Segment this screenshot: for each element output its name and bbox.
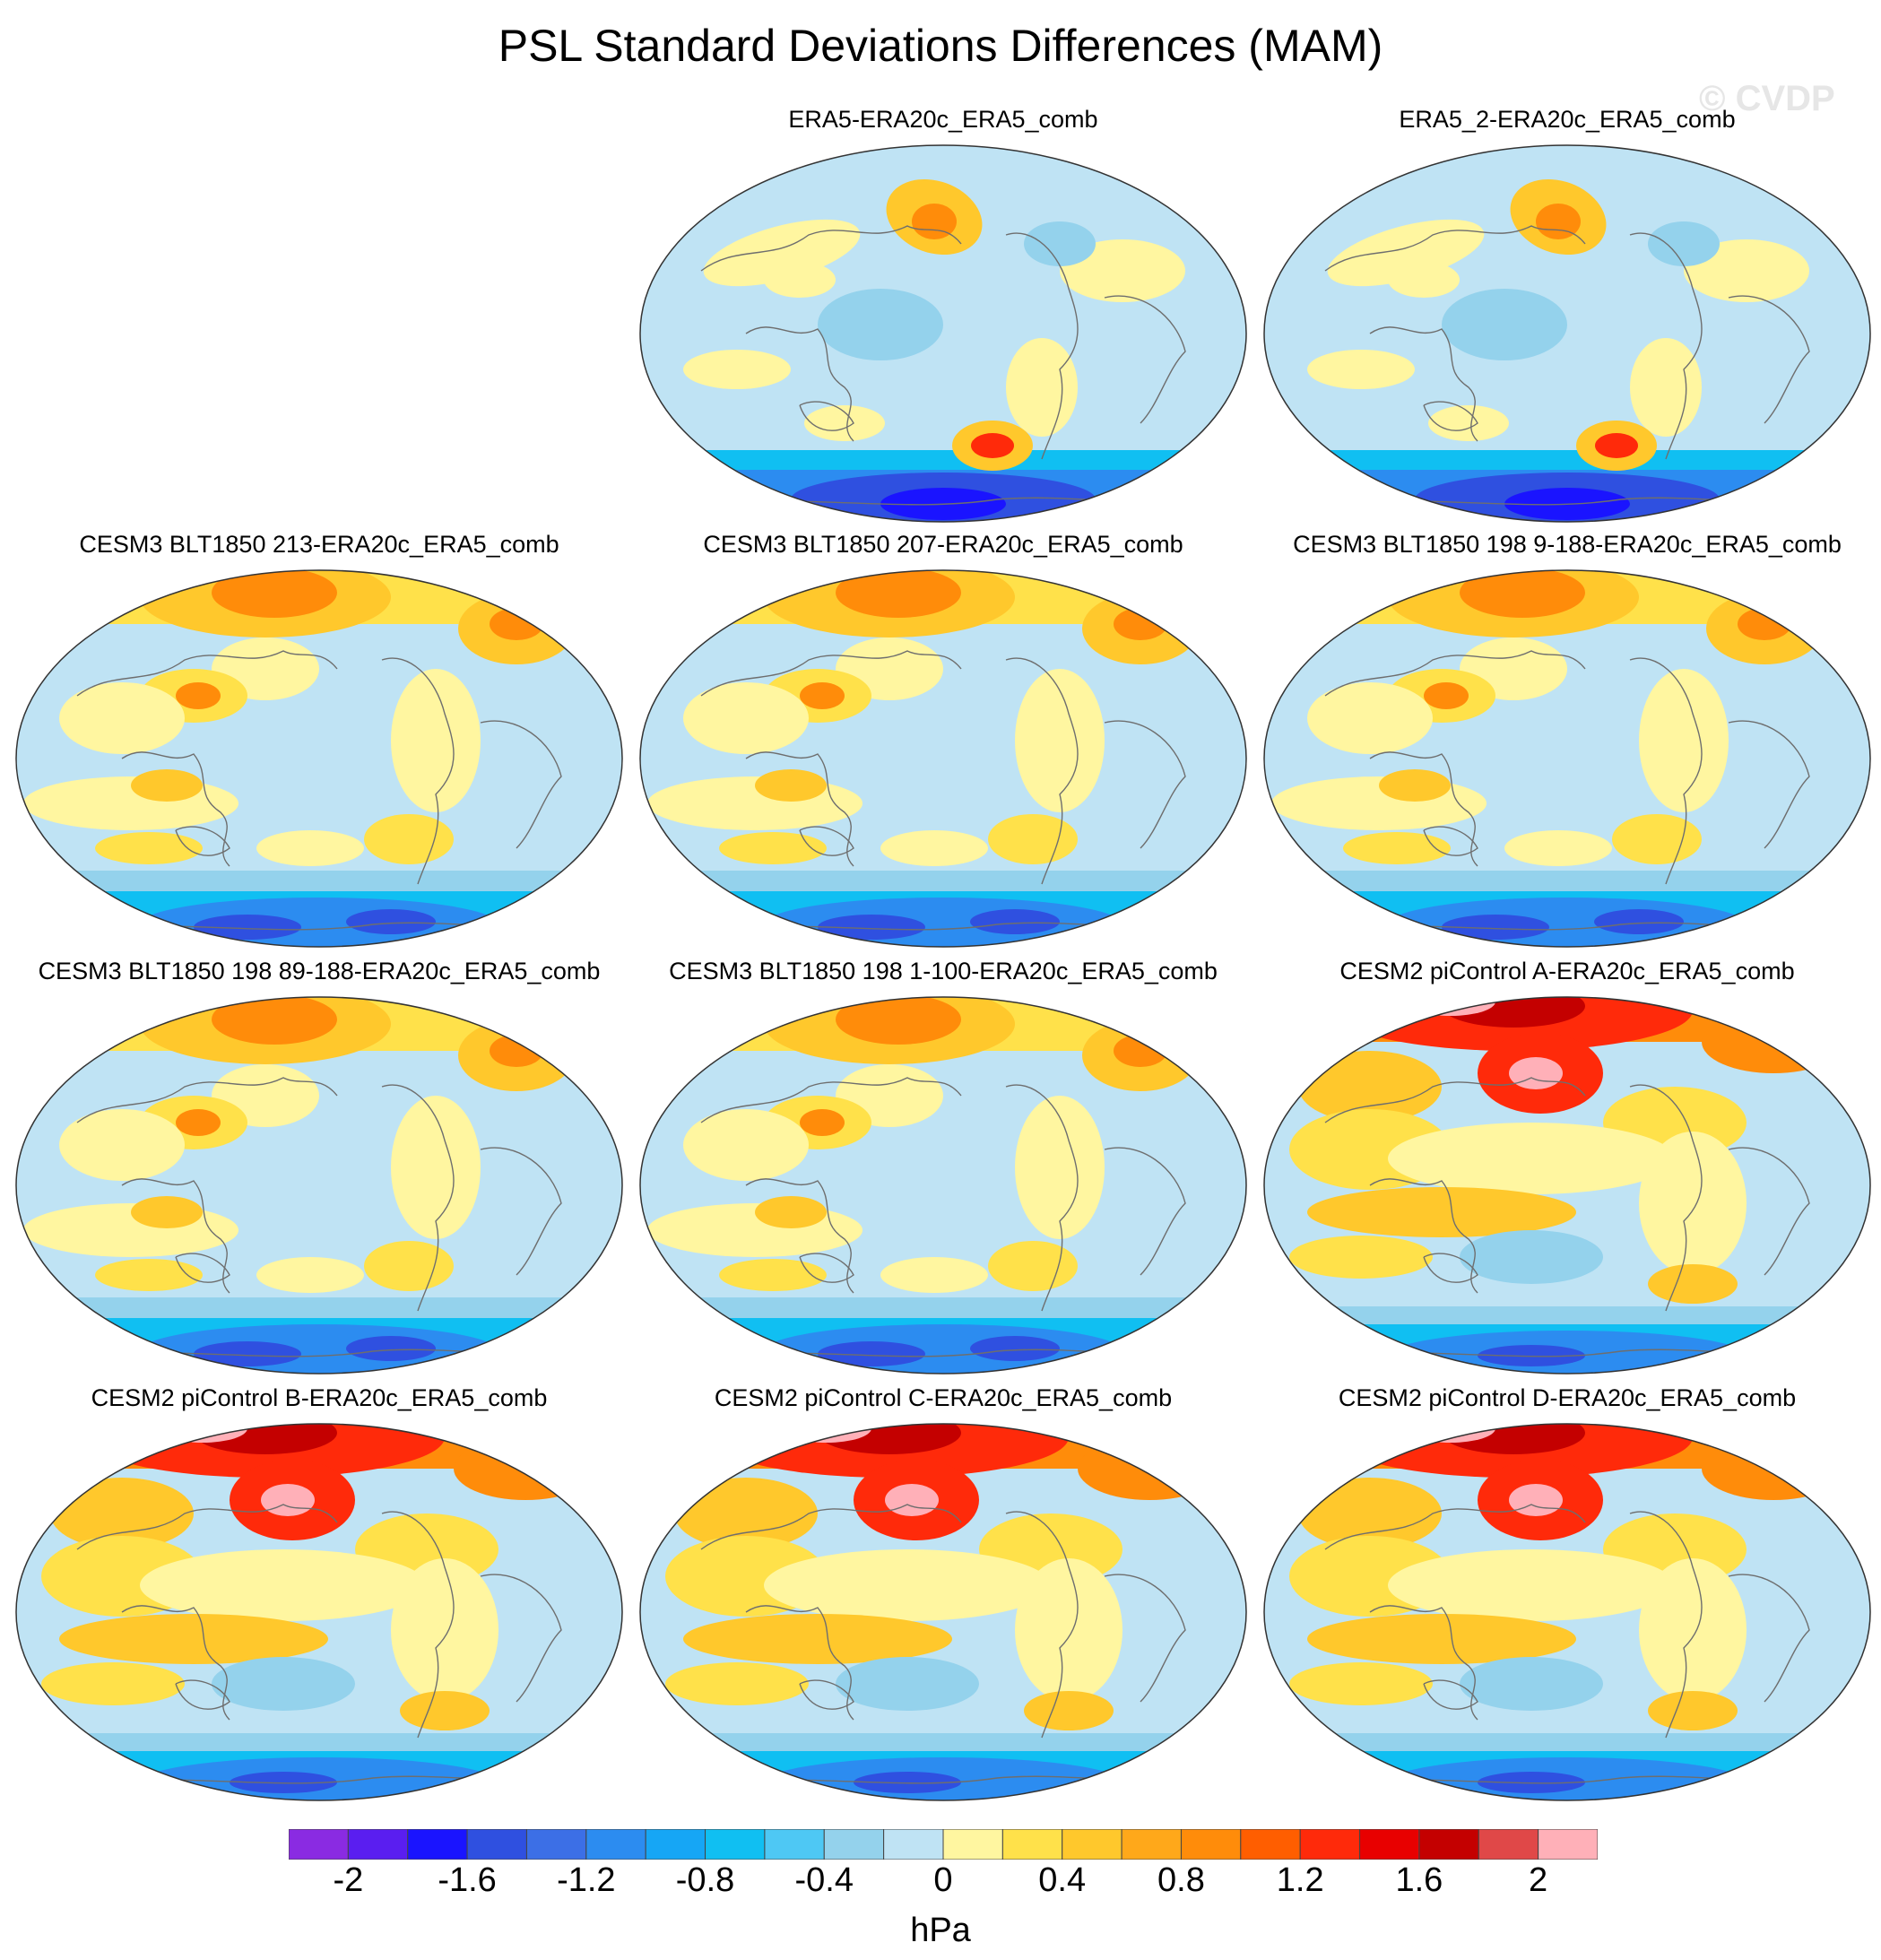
map-panel: CESM3 BLT1850 198 1-100-ERA20c_ERA5_comb <box>638 958 1248 1384</box>
colorbar-swatch <box>645 1829 706 1860</box>
colorbar-swatch <box>1359 1829 1420 1860</box>
panel-title: CESM2 piControl D-ERA20c_ERA5_comb <box>1338 1384 1797 1411</box>
panel-title: CESM2 piControl A-ERA20c_ERA5_comb <box>1339 958 1795 984</box>
colorbar-swatch <box>1240 1829 1301 1860</box>
map-panel: CESM2 piControl C-ERA20c_ERA5_comb <box>638 1384 1248 1811</box>
map-outline <box>639 569 1247 948</box>
map-outline <box>15 569 623 948</box>
colorbar-swatch <box>1299 1829 1361 1860</box>
colorbar-swatch <box>1478 1829 1539 1860</box>
map-panel: CESM3 BLT1850 207-ERA20c_ERA5_comb <box>638 531 1248 958</box>
global-map <box>1263 1423 1871 1801</box>
colorbar-units: hPa <box>910 1912 971 1949</box>
panel-title: CESM3 BLT1850 198 89-188-ERA20c_ERA5_com… <box>38 958 601 984</box>
global-map <box>639 1423 1247 1801</box>
map-outline <box>1263 144 1871 523</box>
colorbar <box>289 1829 1598 1860</box>
map-panel: ERA5_2-ERA20c_ERA5_comb <box>1262 106 1872 533</box>
colorbar-tick-label: 0.4 <box>1038 1861 1087 1899</box>
watermark: © CVDP <box>1699 79 1835 118</box>
map-panel: CESM2 piControl A-ERA20c_ERA5_comb <box>1262 958 1872 1384</box>
colorbar-swatch <box>585 1829 646 1860</box>
colorbar-swatch <box>883 1829 944 1860</box>
panel-title: CESM3 BLT1850 198 1-100-ERA20c_ERA5_comb <box>669 958 1218 984</box>
colorbar-swatch <box>823 1829 885 1860</box>
colorbar-swatch <box>407 1829 468 1860</box>
map-panel: ERA5-ERA20c_ERA5_comb <box>638 106 1248 533</box>
colorbar-tick-label: -2 <box>333 1861 364 1899</box>
colorbar-swatch <box>942 1829 1003 1860</box>
map-outline <box>1263 569 1871 948</box>
panel-title: CESM3 BLT1850 213-ERA20c_ERA5_comb <box>79 531 559 558</box>
colorbar-tick-label: 0.8 <box>1157 1861 1205 1899</box>
global-map <box>1263 569 1871 948</box>
map-outline <box>1263 996 1871 1375</box>
map-outline <box>1263 1423 1871 1801</box>
colorbar-swatch <box>764 1829 825 1860</box>
global-map <box>1263 996 1871 1375</box>
colorbar-tick-label: -1.2 <box>557 1861 616 1899</box>
map-panel: CESM3 BLT1850 198 9-188-ERA20c_ERA5_comb <box>1262 531 1872 958</box>
global-map <box>15 1423 623 1801</box>
colorbar-swatch <box>1001 1829 1063 1860</box>
global-map <box>15 996 623 1375</box>
panel-title: CESM3 BLT1850 198 9-188-ERA20c_ERA5_comb <box>1293 531 1842 558</box>
colorbar-tick-label: 1.2 <box>1276 1861 1324 1899</box>
map-outline <box>639 144 1247 523</box>
global-map <box>1263 144 1871 523</box>
map-panel: CESM2 piControl B-ERA20c_ERA5_comb <box>14 1384 624 1811</box>
colorbar-swatch <box>1538 1829 1598 1860</box>
colorbar-tick-label: -0.8 <box>675 1861 735 1899</box>
global-map <box>639 996 1247 1375</box>
colorbar-swatch <box>1418 1829 1479 1860</box>
colorbar-swatch <box>1180 1829 1242 1860</box>
colorbar-tick-label: -0.4 <box>794 1861 854 1899</box>
global-map <box>639 144 1247 523</box>
panel-title: CESM2 piControl C-ERA20c_ERA5_comb <box>714 1384 1173 1411</box>
map-outline <box>15 1423 623 1801</box>
colorbar-swatch <box>705 1829 766 1860</box>
colorbar-swatch <box>289 1829 349 1860</box>
colorbar-swatch <box>1121 1829 1182 1860</box>
figure-title: PSL Standard Deviations Differences (MAM… <box>498 21 1383 71</box>
panel-title: ERA5-ERA20c_ERA5_comb <box>788 106 1098 133</box>
colorbar-swatch <box>347 1829 409 1860</box>
colorbar-swatch <box>525 1829 587 1860</box>
panel-title: CESM2 piControl B-ERA20c_ERA5_comb <box>91 1384 548 1411</box>
colorbar-tick-label: 2 <box>1529 1861 1548 1899</box>
map-outline <box>15 996 623 1375</box>
colorbar-swatch <box>1062 1829 1123 1860</box>
map-outline <box>639 1423 1247 1801</box>
global-map <box>15 569 623 948</box>
colorbar-tick-label: -1.6 <box>438 1861 497 1899</box>
map-panel: CESM3 BLT1850 213-ERA20c_ERA5_comb <box>14 531 624 958</box>
panel-title: CESM3 BLT1850 207-ERA20c_ERA5_comb <box>703 531 1183 558</box>
global-map <box>639 569 1247 948</box>
colorbar-tick-label: 0 <box>933 1861 953 1899</box>
colorbar-tick-label: 1.6 <box>1395 1861 1443 1899</box>
map-panel: CESM2 piControl D-ERA20c_ERA5_comb <box>1262 1384 1872 1811</box>
panel-title: ERA5_2-ERA20c_ERA5_comb <box>1399 106 1736 133</box>
map-panel: CESM3 BLT1850 198 89-188-ERA20c_ERA5_com… <box>14 958 624 1384</box>
colorbar-swatch <box>466 1829 527 1860</box>
map-outline <box>639 996 1247 1375</box>
